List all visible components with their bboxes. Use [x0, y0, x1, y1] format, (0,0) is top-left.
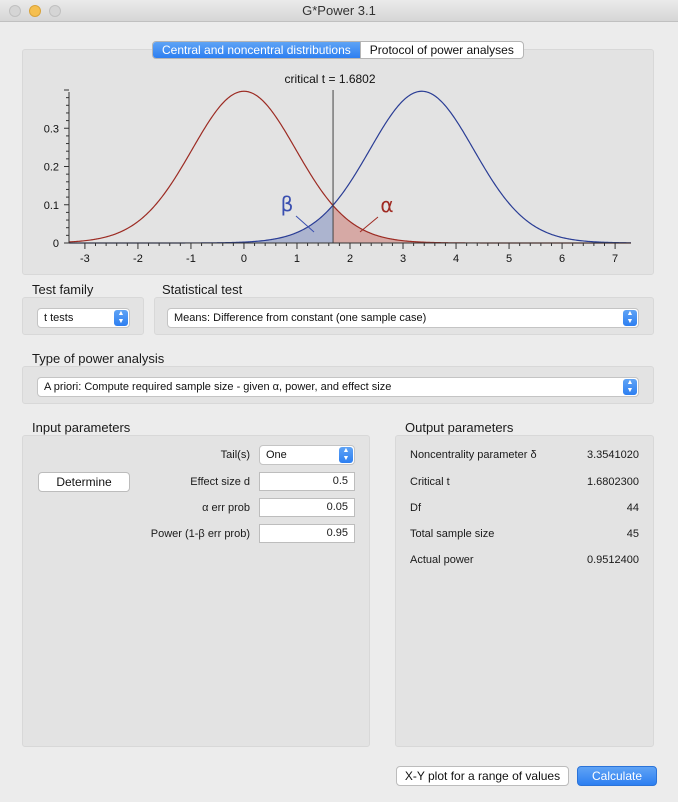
- alpha-label: α err prob: [202, 502, 250, 514]
- input-parameters-header: Input parameters: [32, 420, 131, 435]
- output-label: Critical t: [410, 476, 450, 488]
- tails-label: Tail(s): [220, 449, 250, 461]
- power-label: Power (1-β err prob): [150, 528, 250, 540]
- output-label: Actual power: [410, 554, 474, 566]
- power-analysis-label: Type of power analysis: [32, 351, 165, 366]
- output-label: Total sample size: [410, 528, 495, 540]
- distribution-panel: [22, 49, 654, 275]
- chevron-updown-icon: ▲ ▼: [114, 310, 128, 326]
- title-bar: G*Power 3.1: [0, 0, 678, 22]
- output-parameters-panel: [395, 435, 654, 747]
- tails-value: One: [266, 449, 287, 461]
- effect-size-label: Effect size d: [190, 476, 250, 488]
- chevron-updown-icon: ▲ ▼: [623, 310, 637, 326]
- view-tabs: Central and noncentral distributions Pro…: [152, 41, 524, 59]
- test-family-label: Test family: [32, 282, 94, 297]
- output-value: 1.6802300: [587, 476, 639, 488]
- output-parameters-header: Output parameters: [405, 420, 514, 435]
- calculate-button[interactable]: Calculate: [577, 766, 657, 786]
- statistical-test-label: Statistical test: [162, 282, 243, 297]
- alpha-field[interactable]: 0.05: [259, 498, 355, 517]
- output-value: 0.9512400: [587, 554, 639, 566]
- power-analysis-value: A priori: Compute required sample size -…: [44, 381, 392, 393]
- statistical-test-value: Means: Difference from constant (one sam…: [174, 312, 427, 324]
- output-label: Noncentrality parameter δ: [410, 449, 537, 461]
- tails-select[interactable]: One ▲ ▼: [259, 445, 355, 465]
- output-value: 45: [626, 528, 639, 540]
- xy-plot-button[interactable]: X-Y plot for a range of values: [396, 766, 569, 786]
- power-field[interactable]: 0.95: [259, 524, 355, 543]
- output-label: Df: [410, 502, 421, 514]
- statistical-test-select[interactable]: Means: Difference from constant (one sam…: [167, 308, 639, 328]
- zoom-window-button[interactable]: [49, 5, 61, 17]
- tab-distributions[interactable]: Central and noncentral distributions: [153, 42, 360, 58]
- chevron-updown-icon: ▲ ▼: [623, 379, 637, 395]
- minimize-window-button[interactable]: [29, 5, 41, 17]
- tab-protocol[interactable]: Protocol of power analyses: [359, 42, 523, 58]
- output-value: 44: [626, 502, 639, 514]
- test-family-value: t tests: [44, 312, 74, 324]
- output-value: 3.3541020: [587, 449, 639, 461]
- determine-button[interactable]: Determine: [38, 472, 130, 492]
- window-title: G*Power 3.1: [302, 3, 376, 18]
- chevron-updown-icon: ▲ ▼: [339, 447, 353, 463]
- power-analysis-select[interactable]: A priori: Compute required sample size -…: [37, 377, 639, 397]
- effect-size-field[interactable]: 0.5: [259, 472, 355, 491]
- test-family-select[interactable]: t tests ▲ ▼: [37, 308, 130, 328]
- close-window-button[interactable]: [9, 5, 21, 17]
